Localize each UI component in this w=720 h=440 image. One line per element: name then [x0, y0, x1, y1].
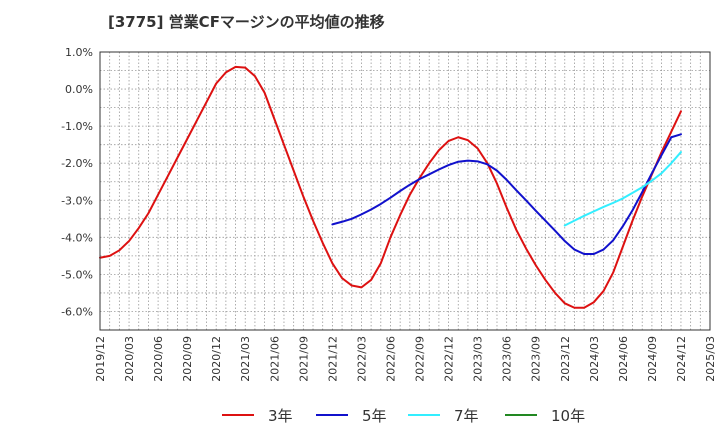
x-tick-label: 2020/06 — [152, 336, 165, 382]
legend-swatch — [408, 414, 440, 416]
y-tick-label: 0.0% — [65, 83, 93, 96]
x-tick-label: 2023/12 — [559, 336, 572, 382]
series-lines — [99, 65, 682, 309]
y-tick-label: -2.0% — [61, 157, 93, 170]
x-tick-label: 2024/03 — [588, 336, 601, 382]
legend-item: 5年 — [316, 403, 387, 427]
x-tick-label: 2025/03 — [704, 336, 717, 382]
y-tick-label: 1.0% — [65, 46, 93, 59]
x-tick-label: 2021/06 — [268, 336, 281, 382]
legend-item: 7年 — [408, 403, 479, 427]
x-tick-label: 2024/12 — [675, 336, 688, 382]
x-tick-label: 2022/09 — [414, 336, 427, 382]
series-line-2 — [563, 151, 682, 227]
x-tick-label: 2020/09 — [181, 336, 194, 382]
x-tick-label: 2021/12 — [326, 336, 339, 382]
legend-item: 10年 — [505, 403, 585, 427]
y-tick-label: -4.0% — [61, 231, 93, 244]
legend-item: 3年 — [222, 403, 293, 427]
x-tick-label: 2020/03 — [123, 336, 136, 382]
x-tick-label: 2019/12 — [94, 336, 107, 382]
x-tick-label: 2021/03 — [239, 336, 252, 382]
legend-label: 7年 — [454, 406, 479, 425]
plot-frame — [99, 51, 711, 331]
x-tick-label: 2023/03 — [472, 336, 485, 382]
y-tick-label: -5.0% — [61, 268, 93, 281]
series-line-1 — [331, 133, 682, 256]
legend: 3年 5年 7年 10年 — [0, 403, 720, 427]
axis-ticks: 1.0% 0.0% -1.0% -2.0% -3.0% -4.0% -5.0% -6.0% 20… — [61, 46, 717, 382]
legend-swatch — [505, 414, 537, 416]
legend-label: 10年 — [551, 406, 586, 425]
x-tick-label: 2023/09 — [530, 336, 543, 382]
legend-swatch — [316, 414, 348, 416]
x-tick-label: 2024/09 — [646, 336, 659, 382]
x-tick-label: 2022/06 — [384, 336, 397, 382]
legend-label: 3年 — [268, 406, 293, 425]
y-tick-label: -6.0% — [61, 305, 93, 318]
x-tick-label: 2022/03 — [355, 336, 368, 382]
x-tick-label: 2024/06 — [617, 336, 630, 382]
chart-title: [3775] 営業CFマージンの平均値の推移 — [108, 13, 385, 31]
y-tick-label: -1.0% — [61, 120, 93, 133]
x-tick-label: 2023/06 — [501, 336, 514, 382]
x-tick-label: 2020/12 — [210, 336, 223, 382]
legend-swatch — [222, 414, 254, 416]
y-tick-label: -3.0% — [61, 194, 93, 207]
x-tick-label: 2021/09 — [297, 336, 310, 382]
legend-label: 5年 — [362, 406, 387, 425]
x-tick-label: 2022/12 — [443, 336, 456, 382]
series-line-0 — [99, 65, 682, 309]
grid — [100, 52, 710, 330]
